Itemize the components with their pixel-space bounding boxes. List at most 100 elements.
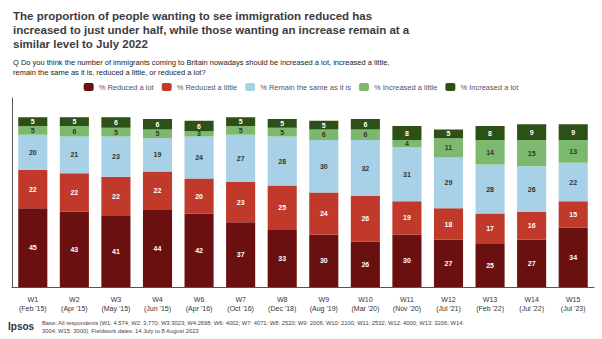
svg-text:(May '15): (May '15): [101, 305, 130, 313]
svg-text:6: 6: [363, 121, 367, 128]
svg-text:5: 5: [31, 127, 35, 134]
svg-text:W6: W6: [194, 296, 205, 303]
svg-text:26: 26: [361, 215, 369, 222]
svg-text:30: 30: [403, 257, 411, 264]
svg-text:27: 27: [237, 155, 245, 162]
svg-text:9: 9: [530, 129, 534, 136]
svg-text:29: 29: [445, 179, 453, 186]
svg-text:W8: W8: [277, 296, 288, 303]
svg-text:5: 5: [447, 130, 451, 137]
svg-text:37: 37: [237, 251, 245, 258]
svg-text:30: 30: [320, 163, 328, 170]
svg-text:24: 24: [320, 210, 328, 217]
svg-text:4: 4: [405, 140, 409, 147]
svg-text:23: 23: [112, 153, 120, 160]
svg-text:45: 45: [29, 244, 37, 251]
svg-text:23: 23: [237, 199, 245, 206]
svg-text:22: 22: [29, 186, 37, 193]
svg-text:27: 27: [445, 260, 453, 267]
svg-text:8: 8: [488, 130, 492, 137]
svg-text:3004, W15: 3000) Fieldwork da: 3004, W15: 3000) Fieldwork dates: 14 Jul…: [42, 328, 199, 334]
svg-text:% Reduced a lot: % Reduced a lot: [99, 83, 155, 92]
svg-text:5: 5: [239, 118, 243, 125]
svg-text:25: 25: [278, 204, 286, 211]
svg-text:W4: W4: [152, 296, 163, 303]
svg-text:(Jul '21): (Jul '21): [436, 305, 461, 313]
svg-text:W11: W11: [400, 296, 414, 303]
svg-text:32: 32: [361, 165, 369, 172]
svg-text:8: 8: [405, 130, 409, 137]
svg-text:5: 5: [239, 127, 243, 134]
svg-text:5: 5: [114, 129, 118, 136]
svg-text:(Jul '23): (Jul '23): [561, 305, 586, 313]
svg-text:(Apr '15): (Apr '15): [61, 305, 88, 313]
svg-text:5: 5: [322, 122, 326, 129]
svg-text:6: 6: [322, 131, 326, 138]
svg-text:5: 5: [156, 130, 160, 137]
svg-text:(Dec '18): (Dec '18): [268, 305, 296, 313]
svg-text:43: 43: [70, 246, 78, 253]
svg-text:15: 15: [569, 211, 577, 218]
svg-text:14: 14: [486, 149, 494, 156]
svg-text:% Increased a lot: % Increased a lot: [460, 83, 519, 92]
svg-text:W3: W3: [111, 296, 122, 303]
svg-text:20: 20: [29, 149, 37, 156]
svg-text:(Feb '22): (Feb '22): [476, 305, 504, 313]
svg-text:18: 18: [445, 221, 453, 228]
svg-text:W12: W12: [441, 296, 456, 303]
svg-text:3: 3: [197, 130, 201, 137]
svg-text:5: 5: [31, 118, 35, 125]
svg-text:W7: W7: [235, 296, 246, 303]
svg-text:24: 24: [195, 154, 203, 161]
svg-text:6: 6: [156, 121, 160, 128]
svg-text:22: 22: [70, 189, 78, 196]
svg-text:6: 6: [363, 131, 367, 138]
svg-text:(Jun '15): (Jun '15): [144, 305, 171, 313]
svg-text:41: 41: [112, 248, 120, 255]
svg-text:% Remain the same as it is: % Remain the same as it is: [260, 83, 351, 92]
svg-text:W10: W10: [358, 296, 373, 303]
svg-text:(Apr '16): (Apr '16): [186, 305, 213, 313]
svg-text:44: 44: [154, 245, 162, 252]
svg-text:(Feb '15): (Feb '15): [19, 305, 47, 313]
svg-text:16: 16: [528, 222, 536, 229]
svg-text:5: 5: [280, 129, 284, 136]
svg-text:15: 15: [528, 150, 536, 157]
svg-text:11: 11: [445, 144, 453, 151]
svg-text:25: 25: [486, 262, 494, 269]
svg-text:13: 13: [569, 148, 577, 155]
svg-text:similar level to July 2022: similar level to July 2022: [13, 38, 148, 50]
svg-text:W9: W9: [319, 296, 330, 303]
svg-text:19: 19: [154, 151, 162, 158]
svg-text:27: 27: [528, 260, 536, 267]
svg-text:W13: W13: [483, 296, 498, 303]
svg-text:(Nov '20): (Nov '20): [393, 305, 421, 313]
svg-text:% Reduced a little: % Reduced a little: [177, 83, 237, 92]
svg-text:28: 28: [278, 158, 286, 165]
svg-text:22: 22: [112, 193, 120, 200]
svg-text:9: 9: [571, 129, 575, 136]
svg-text:W14: W14: [524, 296, 539, 303]
svg-text:W2: W2: [69, 296, 80, 303]
svg-text:(Oct '16): (Oct '16): [227, 305, 254, 313]
svg-text:20: 20: [195, 193, 203, 200]
svg-text:26: 26: [361, 261, 369, 268]
svg-text:Q Do you think the number of i: Q Do you think the number of immigrants …: [13, 58, 389, 67]
svg-text:19: 19: [403, 214, 411, 221]
svg-text:W1: W1: [28, 296, 39, 303]
svg-text:31: 31: [403, 171, 411, 178]
svg-text:(Jul '22): (Jul '22): [519, 305, 544, 313]
svg-text:(Mar '20): (Mar '20): [351, 305, 379, 313]
svg-text:22: 22: [154, 187, 162, 194]
svg-text:5: 5: [280, 120, 284, 127]
svg-text:5: 5: [72, 118, 76, 125]
svg-text:33: 33: [278, 255, 286, 262]
svg-text:6: 6: [197, 123, 201, 130]
svg-text:21: 21: [70, 151, 78, 158]
svg-text:% Increased a little: % Increased a little: [374, 83, 437, 92]
svg-text:remain the same as it is, redu: remain the same as it is, reduced a litt…: [13, 68, 206, 77]
svg-text:W15: W15: [566, 296, 581, 303]
svg-text:6: 6: [114, 119, 118, 126]
svg-text:6: 6: [72, 128, 76, 135]
svg-text:28: 28: [486, 186, 494, 193]
